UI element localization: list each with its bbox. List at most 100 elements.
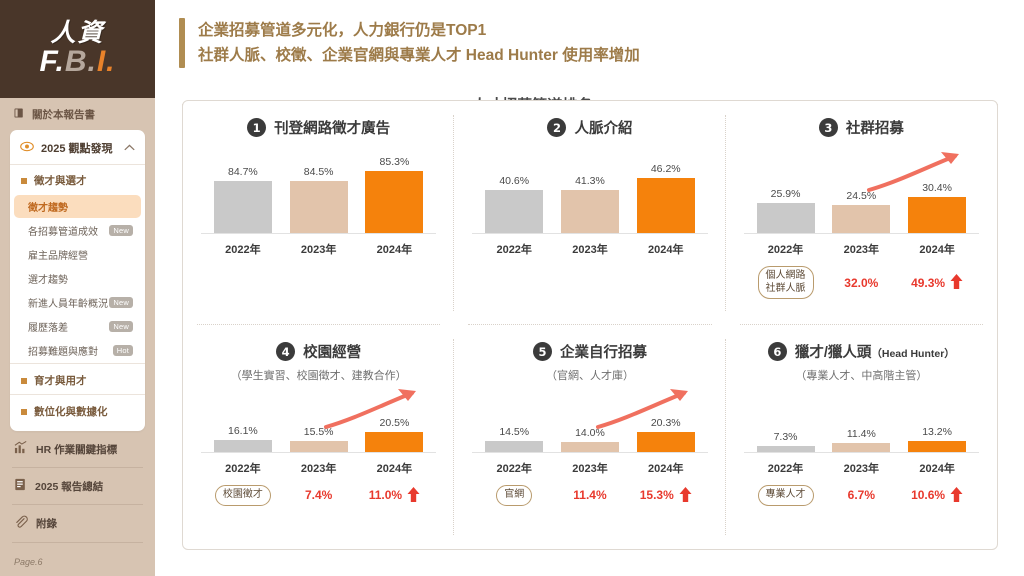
sidebar-item-selection-trend[interactable]: 選才趨勢	[14, 267, 141, 290]
bar-column: 15.5%	[285, 397, 353, 452]
logo-fbi-f: F.	[39, 45, 65, 79]
x-axis-labels: 2022年 2023年 2024年	[201, 241, 436, 257]
x-tick: 2023年	[300, 244, 337, 256]
panel-name: 校園經營	[303, 345, 362, 361]
panel-name: 刊登網路徵才廣告	[274, 121, 391, 137]
chart-panel-5: 5 企業自行招募 （官網、人才庫） 14.5% 14.0%	[454, 325, 726, 549]
sub-value-2023: 32.0%	[844, 275, 879, 290]
sidebar-section-header[interactable]: 2025 觀點發現	[10, 132, 145, 165]
sidebar-item-resume-gap[interactable]: 履歷落差 New	[14, 315, 141, 338]
sub-channel-pill: 官網	[496, 485, 533, 506]
header-accent-bar	[179, 18, 185, 69]
header-line-1: 企業招募管道多元化，人力銀行仍是TOP1	[198, 22, 487, 39]
bar-2022	[213, 440, 272, 452]
bar-column: 41.3%	[556, 156, 624, 233]
x-tick: 2023年	[843, 463, 880, 475]
sidebar-item-label: 徵才趨勢	[28, 203, 68, 214]
panel-footer: 官網 11.4% 15.3%	[472, 485, 707, 506]
bar-column: 84.5%	[285, 156, 353, 233]
panel-title: 1 刊登網路徵才廣告	[195, 117, 442, 138]
panel-title: 6 獵才/獵人頭（Head Hunter）	[738, 341, 985, 362]
sidebar-item-about[interactable]: 關於本報告書	[0, 98, 155, 130]
x-tick: 2024年	[647, 244, 684, 256]
x-axis-labels: 2022年 2023年 2024年	[201, 460, 436, 476]
bar-2024	[365, 432, 424, 452]
bar-value-label: 46.2%	[650, 163, 681, 175]
bars-container: 40.6% 41.3% 46.2%	[472, 156, 708, 234]
sidebar-item-new-hire-age[interactable]: 新進人員年齡概況 New	[14, 291, 141, 314]
sidebar-item-recruit-trend[interactable]: 徵才趨勢	[14, 195, 141, 218]
bar-column: 85.3%	[360, 156, 428, 233]
bar-2023	[560, 190, 619, 233]
rank-badge: 6	[767, 342, 787, 361]
sub-value-2023: 6.7%	[847, 488, 875, 503]
bar-value-label: 84.7%	[227, 166, 258, 178]
sidebar-item-label: 新進人員年齡概況	[28, 299, 108, 310]
sidebar-item-recruit-challenge[interactable]: 招募難題與應對 Hot	[14, 339, 141, 362]
sidebar-group-digital[interactable]: 數位化與數據化	[10, 394, 145, 425]
bar-value-label: 20.5%	[379, 417, 410, 429]
bar-column: 14.5%	[480, 397, 548, 452]
rank-badge: 2	[547, 118, 567, 137]
bar-value-label: 13.2%	[922, 426, 952, 438]
sidebar-item-employer-brand[interactable]: 雇主品牌經營	[14, 243, 141, 266]
bar-chart: 25.9% 24.5% 30.4% 2022年 2023年 2024	[743, 152, 979, 299]
sidebar-group-label: 徵才與選才	[34, 175, 87, 187]
bar-2022	[485, 441, 544, 452]
x-tick: 2024年	[647, 463, 684, 475]
sidebar-section-2025: 2025 觀點發現 徵才與選才 徵才趨勢 各招募管道成效 New 雇主品牌經營 …	[10, 130, 145, 431]
app-logo[interactable]: 人資 F.B.I.	[0, 0, 155, 98]
sidebar-item-report-summary[interactable]: 2025 報告總結	[12, 468, 143, 505]
panel-title: 3 社群招募	[738, 117, 985, 138]
sidebar-item-hr-kpi[interactable]: HR 作業關鍵指標	[12, 431, 143, 468]
sidebar-group-develop[interactable]: 育才與用才	[10, 363, 145, 394]
badge-hot: Hot	[112, 345, 133, 356]
x-tick: 2023年	[572, 463, 608, 475]
panel-title: 2 人脈介紹	[466, 117, 713, 138]
bar-chart: 14.5% 14.0% 20.3% 2022年 2023年 2024	[472, 389, 708, 506]
logo-chinese: 人資	[50, 18, 105, 48]
bullet-square-icon	[21, 177, 27, 184]
bar-2024	[908, 441, 967, 452]
sidebar-about-label: 關於本報告書	[32, 109, 95, 121]
x-axis-labels: 2022年 2023年 2024年	[472, 460, 707, 476]
bar-column: 84.7%	[209, 156, 277, 233]
sidebar-item-appendix[interactable]: 附錄	[12, 505, 143, 543]
x-tick: 2023年	[300, 463, 337, 475]
rank-badge: 1	[247, 118, 267, 137]
x-tick: 2022年	[496, 244, 532, 256]
chevron-up-icon[interactable]	[124, 143, 135, 153]
panel-subtitle: （官網、人才庫）	[545, 370, 634, 382]
bar-value-label: 14.5%	[499, 426, 530, 438]
bar-2023	[289, 441, 348, 452]
page-header: 企業招募管道多元化，人力銀行仍是TOP1 社群人脈、校徵、企業官網與專業人才 H…	[179, 18, 640, 69]
sidebar-item-channel-effect[interactable]: 各招募管道成效 New	[14, 219, 141, 242]
bar-column: 30.4%	[903, 156, 971, 233]
x-tick: 2022年	[767, 463, 804, 475]
sidebar-group-recruit[interactable]: 徵才與選才	[10, 165, 145, 194]
footer-value-2024: 10.6%	[903, 486, 971, 504]
bars-container: 7.3% 11.4% 13.2%	[743, 397, 979, 453]
footer-value-2023: 32.0%	[827, 276, 895, 290]
bar-value-label: 40.6%	[499, 175, 530, 187]
bar-2022	[756, 446, 815, 452]
bars-container: 84.7% 84.5% 85.3%	[201, 156, 437, 234]
footer-pill-cell: 專業人才	[751, 485, 819, 506]
chart-panel-1: 1 刊登網路徵才廣告 84.7% 84.5% 85.3%	[183, 101, 455, 325]
sidebar-link-label: HR 作業關鍵指標	[36, 443, 118, 456]
sidebar-item-label: 雇主品牌經營	[28, 251, 88, 262]
sub-value-2024: 10.6%	[911, 488, 946, 503]
rank-badge: 3	[818, 118, 838, 137]
x-tick: 2022年	[225, 244, 261, 256]
sub-channel-pill: 校園徵才	[214, 485, 271, 506]
book-icon	[13, 107, 25, 122]
footer-value-2024: 11.0%	[360, 486, 428, 504]
footer-pill-cell: 校園徵才	[209, 485, 277, 506]
bar-column: 20.3%	[632, 397, 700, 452]
eye-icon	[20, 141, 34, 155]
sidebar-group-label: 育才與用才	[34, 375, 87, 387]
footer-pill-cell: 個人網路 社群人脈	[751, 266, 819, 299]
bar-2024	[636, 432, 695, 452]
footer-value-2024: 49.3%	[903, 274, 971, 291]
panel-title: 5 企業自行招募	[466, 341, 713, 362]
